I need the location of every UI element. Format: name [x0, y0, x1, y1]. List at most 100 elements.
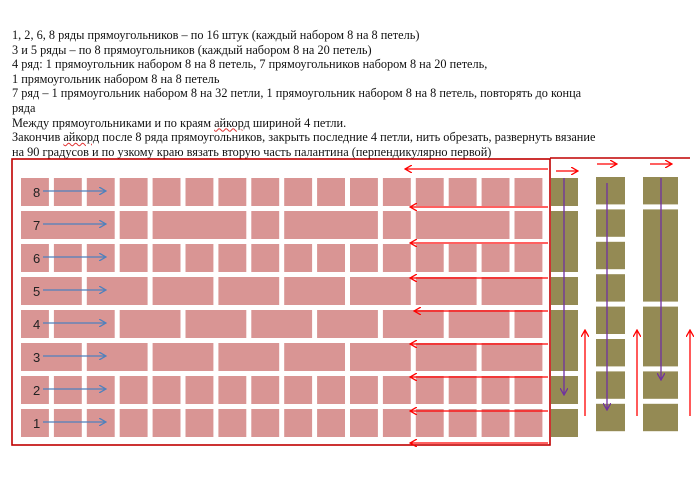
instruction-line: 4 ряд: 1 прямоугольник набором 8 на 8 пе… — [12, 57, 700, 72]
rectangle-block — [350, 376, 378, 404]
rectangle-block — [21, 376, 49, 404]
second-part-block — [596, 241, 625, 270]
rectangle-block — [185, 178, 214, 206]
rectangle-block — [514, 178, 543, 206]
rectangle-block — [284, 409, 313, 437]
rectangle-block — [481, 376, 510, 404]
rectangle-block — [415, 376, 444, 404]
row-number-label: 3 — [33, 350, 40, 365]
rectangle-block — [382, 310, 444, 338]
instruction-line: 1, 2, 6, 8 ряды прямоугольников – по 16 … — [12, 28, 700, 43]
rectangle-block — [350, 244, 378, 272]
instruction-text: после 8 ряда прямоугольников, закрыть по… — [99, 130, 596, 145]
rectangle-block — [218, 343, 280, 371]
rectangle-block — [21, 277, 82, 305]
second-part-block — [596, 306, 625, 334]
rectangle-block — [514, 376, 543, 404]
rectangle-block — [448, 376, 477, 404]
rectangle-block — [53, 376, 82, 404]
row-number-label: 7 — [33, 218, 40, 233]
instruction-text: 1, 2, 6, 8 ряды прямоугольников – по 16 … — [12, 28, 420, 42]
rectangle-block — [53, 409, 82, 437]
instruction-line: ряда — [12, 101, 700, 116]
rectangle-block — [218, 178, 247, 206]
rectangle-block — [251, 310, 313, 338]
rectangle-block — [218, 409, 247, 437]
rectangle-block — [350, 178, 378, 206]
rectangle-block — [251, 409, 280, 437]
rectangle-block — [185, 376, 214, 404]
rectangle-block — [382, 178, 411, 206]
instruction-text: 3 и 5 ряды – по 8 прямоугольников (кажды… — [12, 42, 372, 57]
rectangle-block — [152, 409, 181, 437]
rectangle-block — [350, 409, 378, 437]
instruction-text: 7 ряд – 1 прямоугольник набором 8 на 32 … — [12, 86, 582, 101]
rectangle-block — [415, 244, 444, 272]
instruction-text: Между прямоугольниками и по краям — [12, 115, 215, 130]
rectangle-block — [251, 244, 280, 272]
rectangle-block — [86, 277, 148, 305]
row-number-label: 5 — [33, 284, 40, 299]
rectangle-block — [514, 409, 543, 437]
rectangle-block — [514, 244, 543, 272]
rectangle-block — [53, 178, 82, 206]
rectangle-block — [350, 277, 411, 305]
rectangle-block — [350, 343, 411, 371]
rectangle-block — [218, 244, 247, 272]
rectangle-block — [119, 211, 148, 239]
rectangle-block — [21, 343, 82, 371]
rectangle-block — [382, 244, 411, 272]
rectangle-block — [382, 376, 411, 404]
rectangle-block — [448, 409, 477, 437]
row-number-label: 1 — [33, 416, 40, 431]
rectangle-block — [284, 343, 345, 371]
rectangle-block — [21, 244, 49, 272]
row-number-label: 8 — [33, 185, 40, 200]
rectangle-block — [119, 376, 148, 404]
rectangle-block — [284, 244, 313, 272]
rectangle-block — [448, 244, 477, 272]
instruction-text: 1 прямоугольник набором 8 на 8 петель — [12, 71, 220, 86]
instruction-line: Между прямоугольниками и по краям айкорд… — [12, 116, 700, 131]
rectangle-block — [218, 277, 280, 305]
instruction-line: на 90 градусов и по узкому краю вязать в… — [12, 145, 700, 160]
rectangle-block — [415, 409, 444, 437]
rectangle-block — [53, 310, 115, 338]
second-part-block — [596, 177, 625, 205]
instruction-text: 4 ряд: 1 прямоугольник набором 8 на 8 пе… — [12, 57, 488, 72]
misspelled-word: айкорд — [63, 130, 100, 145]
instructions-text: 1, 2, 6, 8 ряды прямоугольников – по 16 … — [12, 28, 700, 159]
rectangle-block — [119, 244, 148, 272]
rectangle-block — [481, 244, 510, 272]
second-part-block — [596, 403, 625, 432]
rectangle-block — [53, 244, 82, 272]
rectangle-block — [218, 376, 247, 404]
first-part-frame — [11, 158, 551, 446]
instruction-text: ряда — [12, 100, 36, 115]
second-part-block — [596, 371, 625, 399]
rectangle-block — [185, 310, 247, 338]
rectangle-block — [251, 376, 280, 404]
rectangle-block — [448, 178, 477, 206]
instruction-text: на 90 градусов и по узкому краю вязать в… — [12, 144, 492, 159]
rectangle-block — [21, 409, 49, 437]
rectangle-block — [284, 178, 313, 206]
second-part-block — [596, 339, 625, 367]
rectangle-block — [382, 211, 411, 239]
row-number-label: 2 — [33, 383, 40, 398]
rectangle-block — [514, 211, 543, 239]
rectangle-block — [317, 178, 345, 206]
rectangle-block — [284, 277, 345, 305]
rectangle-block — [481, 409, 510, 437]
rectangle-block — [185, 244, 214, 272]
rectangle-block — [284, 211, 378, 239]
instruction-line: 7 ряд – 1 прямоугольник набором 8 на 32 … — [12, 86, 700, 101]
rectangle-block — [86, 343, 148, 371]
instruction-line: 3 и 5 ряды – по 8 прямоугольников (кажды… — [12, 43, 700, 58]
rectangle-block — [284, 376, 313, 404]
rectangle-block — [415, 277, 477, 305]
instruction-line: 1 прямоугольник набором 8 на 8 петель — [12, 72, 700, 87]
rectangle-block — [185, 409, 214, 437]
rectangle-block — [21, 178, 49, 206]
